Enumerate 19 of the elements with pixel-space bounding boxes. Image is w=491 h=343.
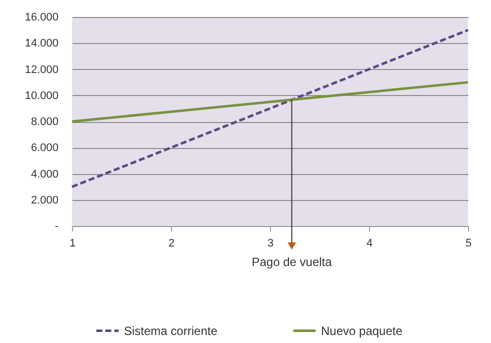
y-tick-label: 12.000: [24, 64, 58, 76]
y-tick-label: 8.000: [30, 116, 58, 128]
y-tick-label: 14.000: [24, 38, 58, 50]
line-series: [70, 81, 470, 123]
y-tick-label: 6.000: [30, 142, 58, 154]
y-tick-label: 16.000: [24, 12, 58, 24]
x-tick-label: 1: [69, 238, 76, 250]
y-tick-label: 2.000: [30, 194, 58, 206]
annotation: Pago de vuelta: [252, 255, 332, 269]
x-tick-label: 4: [366, 238, 373, 250]
x-tick-label: 3: [267, 238, 274, 250]
x-tick-label: 5: [465, 238, 472, 250]
y-tick-label: 10.000: [24, 90, 58, 102]
line-series: [70, 28, 470, 188]
y-tick-label: -: [54, 220, 59, 232]
legend-label: Nuevo paquete: [321, 324, 403, 338]
x-tick-label: 2: [168, 238, 175, 250]
y-tick-label: 4.000: [30, 168, 58, 180]
legend-label: Sistema corriente: [124, 324, 218, 338]
